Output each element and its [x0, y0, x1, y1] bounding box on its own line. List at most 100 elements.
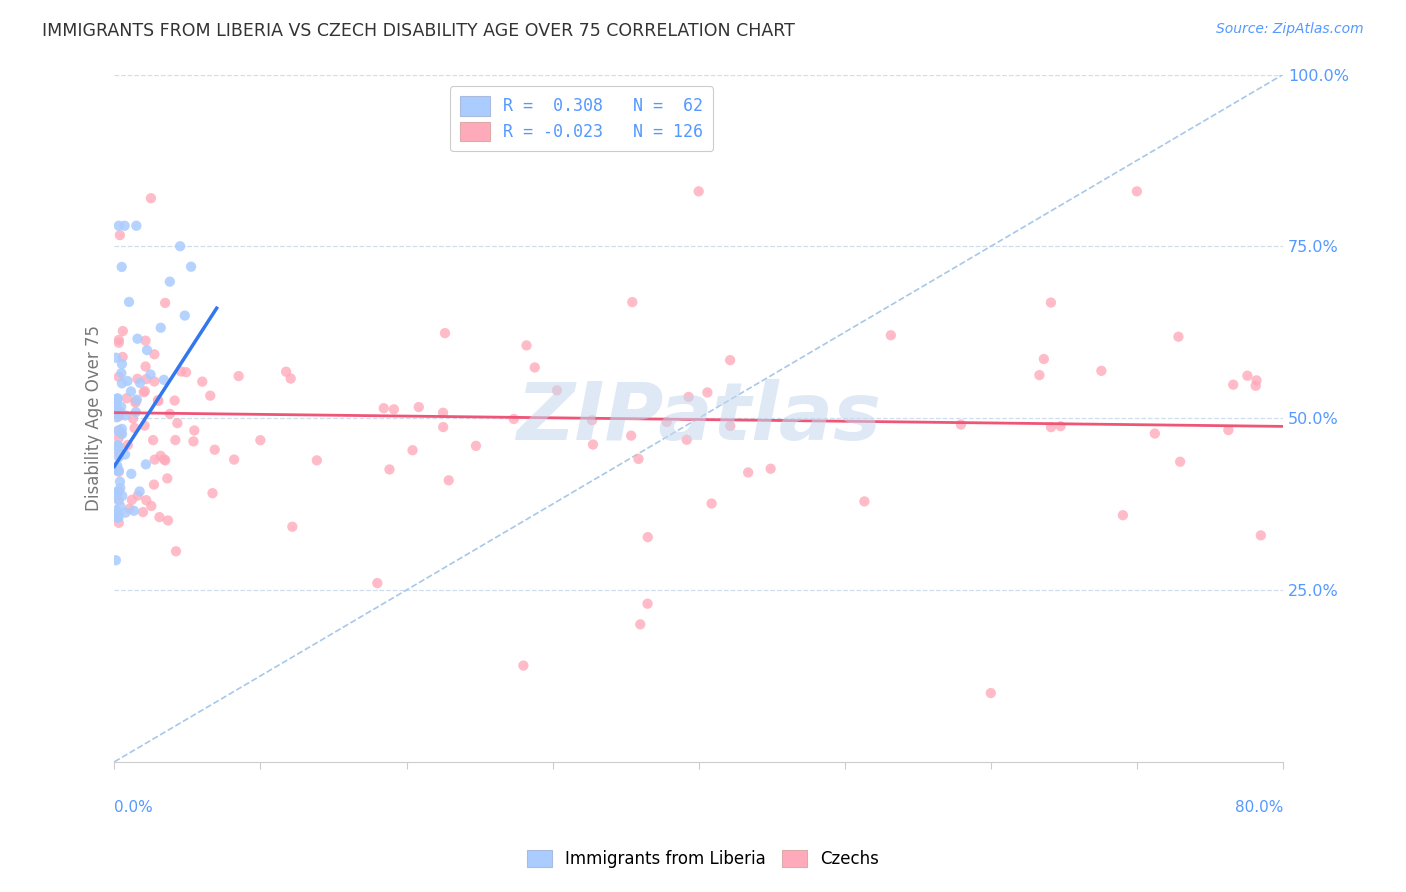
Point — [108, 228, 131, 243]
Point — [465, 439, 488, 453]
Point — [153, 373, 176, 387]
Text: Source: ZipAtlas.com: Source: ZipAtlas.com — [1216, 22, 1364, 37]
Point — [127, 489, 149, 503]
Point — [105, 507, 128, 521]
Point — [107, 439, 129, 453]
Point — [125, 405, 148, 419]
Point — [159, 275, 181, 289]
Point — [678, 390, 700, 404]
Legend: R =  0.308   N =  62, R = -0.023   N = 126: R = 0.308 N = 62, R = -0.023 N = 126 — [450, 87, 713, 152]
Point — [1143, 426, 1166, 441]
Point — [105, 485, 128, 500]
Point — [105, 410, 128, 425]
Point — [224, 452, 246, 467]
Point — [107, 493, 129, 508]
Point — [111, 350, 134, 364]
Point — [228, 369, 250, 384]
Point — [107, 440, 129, 454]
Point — [737, 466, 759, 480]
Point — [104, 553, 127, 567]
Point — [156, 471, 179, 485]
Point — [546, 384, 568, 398]
Point — [149, 449, 172, 463]
Point — [127, 372, 149, 386]
Point — [134, 418, 156, 433]
Point — [107, 424, 129, 438]
Point — [149, 320, 172, 334]
Point — [201, 486, 224, 500]
Point — [200, 389, 222, 403]
Point — [700, 496, 723, 510]
Point — [281, 520, 304, 534]
Point — [523, 360, 546, 375]
Point — [128, 484, 150, 499]
Point — [183, 424, 205, 438]
Point — [1244, 378, 1267, 392]
Point — [114, 506, 136, 520]
Point — [148, 510, 170, 524]
Point — [107, 438, 129, 452]
Point — [125, 219, 148, 233]
Point — [408, 400, 430, 414]
Point — [134, 384, 156, 399]
Point — [104, 401, 127, 415]
Point — [163, 393, 186, 408]
Point — [135, 334, 157, 348]
Point — [141, 499, 163, 513]
Point — [502, 412, 524, 426]
Point — [124, 393, 146, 408]
Point — [108, 450, 131, 464]
Point — [582, 437, 605, 451]
Point — [174, 365, 197, 379]
Point — [1250, 528, 1272, 542]
Point — [159, 407, 181, 421]
Point — [124, 395, 146, 409]
Point — [620, 428, 643, 442]
Point — [107, 392, 129, 406]
Point — [107, 219, 129, 233]
Point — [1218, 423, 1240, 437]
Point — [135, 458, 157, 472]
Text: ZIPatlas: ZIPatlas — [516, 379, 882, 458]
Point — [1246, 373, 1268, 387]
Point — [621, 295, 644, 310]
Point — [366, 576, 388, 591]
Point — [166, 416, 188, 430]
Point — [120, 384, 142, 399]
Point — [132, 505, 155, 519]
Point — [110, 481, 132, 495]
Point — [108, 475, 131, 489]
Point — [107, 516, 129, 530]
Point — [107, 335, 129, 350]
Point — [949, 417, 972, 432]
Point — [111, 426, 134, 441]
Point — [118, 501, 141, 516]
Point — [142, 477, 165, 491]
Point — [105, 392, 128, 407]
Point — [107, 510, 129, 524]
Point — [107, 423, 129, 437]
Point — [675, 433, 697, 447]
Point — [655, 415, 678, 429]
Point — [108, 447, 131, 461]
Point — [121, 492, 143, 507]
Point — [382, 402, 405, 417]
Point — [853, 494, 876, 508]
Point — [107, 510, 129, 524]
Point — [1236, 368, 1258, 383]
Point — [880, 328, 903, 343]
Point — [108, 484, 131, 499]
Point — [1032, 352, 1054, 367]
Point — [108, 463, 131, 477]
Y-axis label: Disability Age Over 75: Disability Age Over 75 — [86, 326, 103, 511]
Point — [114, 448, 136, 462]
Point — [124, 421, 146, 435]
Point — [148, 394, 170, 409]
Point — [1168, 455, 1191, 469]
Point — [105, 392, 128, 406]
Point — [143, 375, 166, 389]
Point — [191, 375, 214, 389]
Point — [153, 452, 176, 467]
Point — [107, 463, 129, 477]
Point — [1049, 419, 1071, 434]
